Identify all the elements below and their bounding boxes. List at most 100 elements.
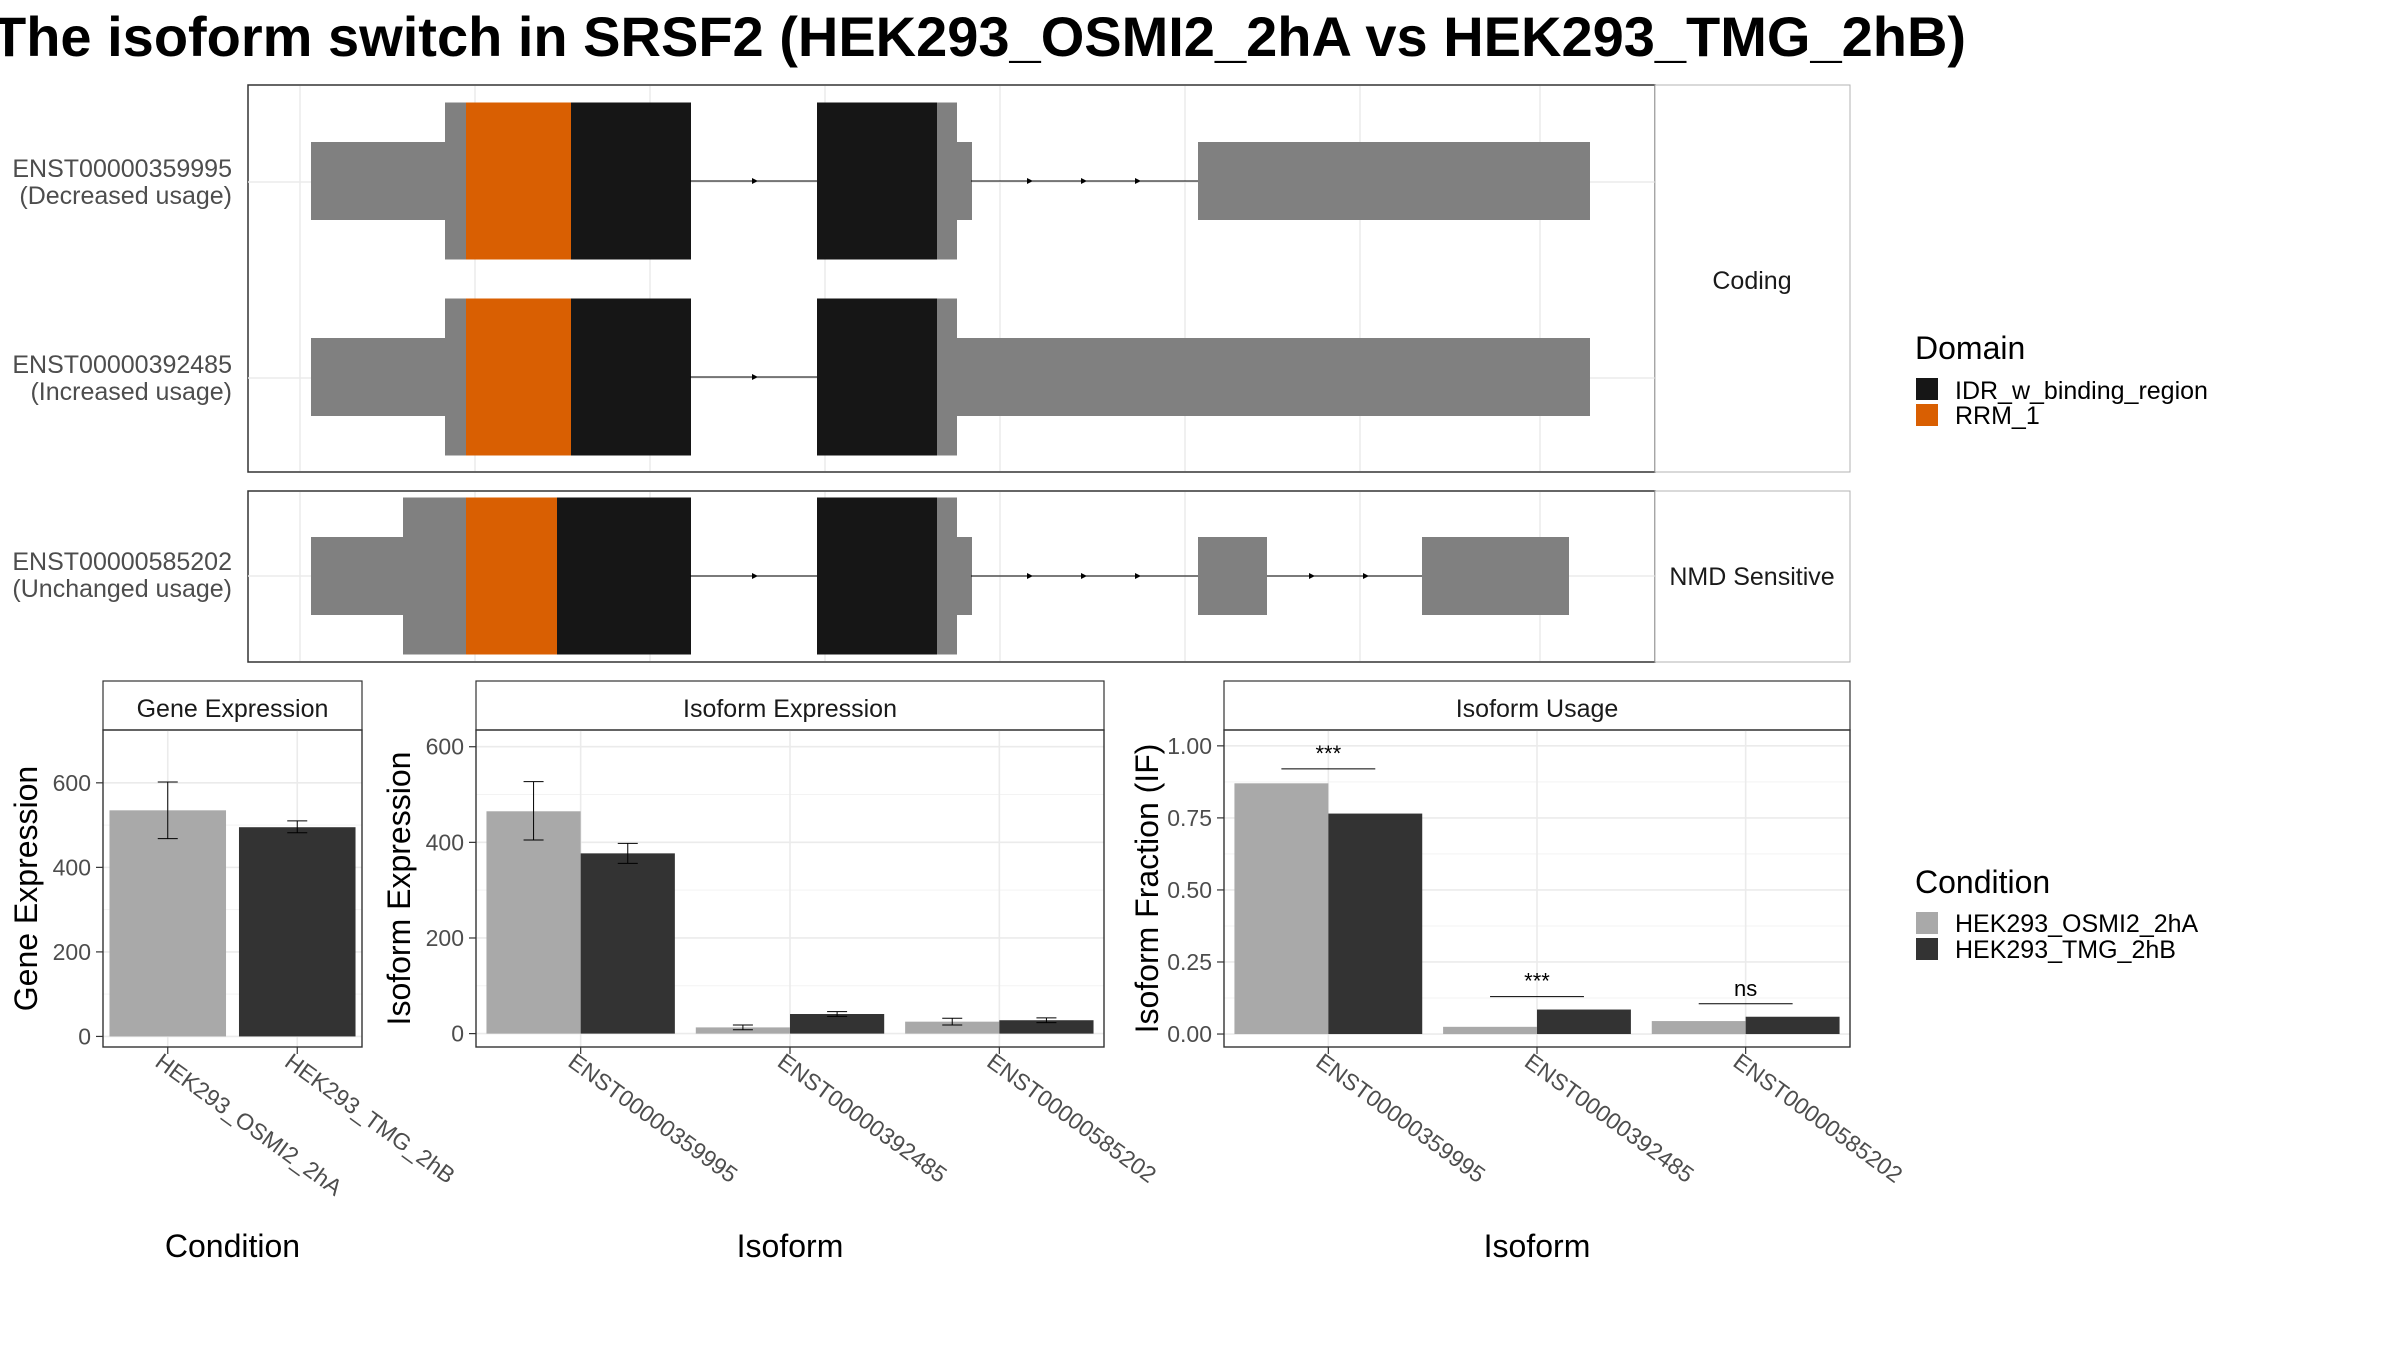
x-tick-label: ENST00000359995 xyxy=(1311,1048,1490,1188)
panel-title: Gene Expression xyxy=(137,695,329,723)
significance-label: *** xyxy=(1524,969,1550,994)
transcript-label-2-usage: (Increased usage) xyxy=(30,378,232,406)
transcript-label-1-id: ENST00000359995 xyxy=(12,155,232,183)
legend-condition: Condition HEK293_OSMI2_2hA HEK293_TMG_2h… xyxy=(1915,864,2199,964)
bar xyxy=(790,1014,885,1034)
transcript-ENST00000359995 xyxy=(311,102,1590,260)
legend-label-cond-b: HEK293_TMG_2hB xyxy=(1955,936,2176,964)
intron-1-arrow-1 xyxy=(1081,573,1087,579)
x-axis-title: Isoform xyxy=(737,1228,844,1264)
utr-segment-0 xyxy=(311,338,446,416)
strip-nmd xyxy=(1654,490,1851,663)
y-axis-title: Gene Expression xyxy=(8,766,44,1011)
y-axis-title: Isoform Expression xyxy=(381,752,417,1026)
significance-label: ns xyxy=(1734,976,1757,1001)
structure-panel-nmd: NMD Sensitive xyxy=(247,490,1851,663)
panel-strip xyxy=(475,680,1105,731)
y-tick-label: 0.25 xyxy=(1167,949,1212,975)
figure-title: The isoform switch in SRSF2 (HEK293_OSMI… xyxy=(0,5,1966,68)
intron-0-arrow-0 xyxy=(752,374,758,380)
transcript-label-1-usage: (Decreased usage) xyxy=(19,182,232,210)
intron-1-arrow-2 xyxy=(1135,573,1141,579)
significance-label: *** xyxy=(1315,741,1341,766)
transcript-label-3-usage: (Unchanged usage) xyxy=(12,575,232,603)
legend-domain-title: Domain xyxy=(1915,330,2025,366)
y-tick-label: 400 xyxy=(426,829,464,855)
legend-swatch-rrm xyxy=(1916,404,1938,426)
utr-segment-0 xyxy=(311,537,404,615)
intron-1-arrow-0 xyxy=(1027,573,1033,579)
transcript-label-2-id: ENST00000392485 xyxy=(12,351,232,379)
bar xyxy=(580,853,675,1034)
legend-condition-title: Condition xyxy=(1915,864,2050,900)
domain-idr-1 xyxy=(817,298,937,456)
intron-2-arrow-0 xyxy=(1309,573,1315,579)
x-tick-label: ENST00000585202 xyxy=(982,1048,1161,1188)
x-tick-label: ENST00000392485 xyxy=(1520,1048,1699,1188)
legend-swatch-cond-b xyxy=(1916,938,1938,960)
panel-strip xyxy=(1223,680,1851,731)
intron-1-arrow-1 xyxy=(1081,178,1087,184)
y-tick-label: 0.75 xyxy=(1167,805,1212,831)
legend-label-cond-a: HEK293_OSMI2_2hA xyxy=(1955,910,2199,938)
bar xyxy=(109,810,227,1037)
domain-idr-1 xyxy=(817,102,937,260)
y-tick-label: 600 xyxy=(53,770,91,796)
domain-idr-0 xyxy=(571,102,691,260)
bar xyxy=(1537,1009,1631,1035)
panel-border xyxy=(102,729,363,1048)
bar xyxy=(486,811,581,1034)
y-tick-label: 600 xyxy=(426,734,464,760)
bar xyxy=(238,827,356,1037)
y-tick-label: 0 xyxy=(78,1023,91,1049)
cds-segment-1 xyxy=(935,102,957,260)
x-tick-label: ENST00000585202 xyxy=(1729,1048,1908,1188)
y-tick-label: 0 xyxy=(451,1021,464,1047)
bar xyxy=(1651,1021,1746,1035)
domain-idr-0 xyxy=(557,497,691,655)
intron-2-arrow-1 xyxy=(1363,573,1369,579)
x-tick-label: ENST00000392485 xyxy=(773,1048,952,1188)
y-tick-label: 200 xyxy=(426,925,464,951)
cds-segment-0 xyxy=(445,298,467,456)
cds-segment-1 xyxy=(935,298,957,456)
utr-segment-0 xyxy=(311,142,446,220)
bar xyxy=(905,1021,1000,1034)
legend-swatch-cond-a xyxy=(1916,912,1938,934)
bar xyxy=(1234,783,1329,1035)
y-tick-label: 0.50 xyxy=(1167,877,1212,903)
legend-label-idr: IDR_w_binding_region xyxy=(1955,377,2208,405)
cds-segment-1 xyxy=(935,497,957,655)
bar xyxy=(1443,1026,1537,1035)
x-axis-title: Condition xyxy=(165,1228,300,1264)
bar xyxy=(999,1020,1094,1034)
domain-idr-0 xyxy=(571,298,691,456)
legend-swatch-idr xyxy=(1916,378,1938,400)
transcript-ENST00000392485 xyxy=(311,298,1590,456)
intron-0-arrow-0 xyxy=(752,573,758,579)
y-tick-label: 0.00 xyxy=(1167,1021,1212,1047)
x-tick-label: ENST00000359995 xyxy=(564,1048,743,1188)
panel-title: Isoform Expression xyxy=(683,695,897,723)
bar xyxy=(695,1027,790,1034)
utr-segment-2 xyxy=(1198,142,1590,220)
intron-0-arrow-0 xyxy=(752,178,758,184)
bar xyxy=(1745,1016,1840,1035)
panel-title: Isoform Usage xyxy=(1456,695,1619,723)
domain-idr-1 xyxy=(817,497,937,655)
domain-rrm-1 xyxy=(466,298,572,456)
strip-label-coding: Coding xyxy=(1712,267,1791,295)
utr-segment-2 xyxy=(1198,537,1267,615)
y-tick-label: 1.00 xyxy=(1167,733,1212,759)
chart-isoform-expression: Isoform Expression 0 200 400 600 ENST00000359… xyxy=(381,680,1161,1264)
intron-1-arrow-2 xyxy=(1135,178,1141,184)
chart-gene-expression: Gene Expression0200400600HEK293_OSMI2_2h… xyxy=(8,680,460,1264)
y-tick-label: 200 xyxy=(53,939,91,965)
structure-panel-coding: Coding xyxy=(247,84,1851,473)
cds-segment-0 xyxy=(403,497,467,655)
domain-rrm-1 xyxy=(466,102,572,260)
transcript-ENST00000585202 xyxy=(311,497,1569,655)
domain-rrm-1 xyxy=(466,497,558,655)
bar xyxy=(1328,813,1423,1035)
